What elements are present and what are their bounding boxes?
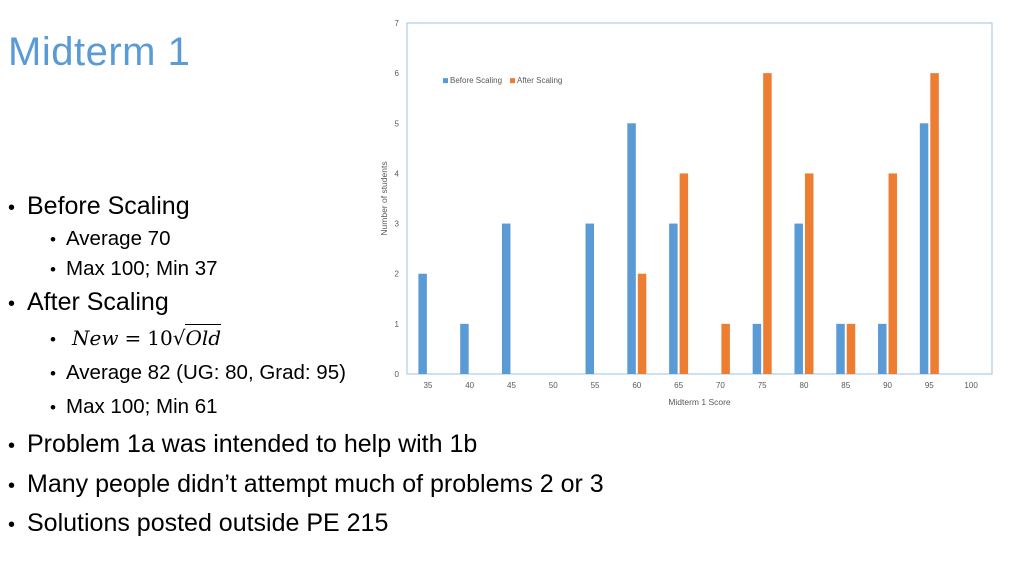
formula-coefficient: 10 (147, 326, 173, 350)
bullet-text: Solutions posted outside PE 215 (27, 509, 389, 537)
bar-after-60 (637, 273, 647, 374)
bar-after-70 (721, 323, 730, 374)
sub-bullet-before-range: • Max 100; Min 37 (8, 254, 698, 284)
bullet-before-scaling: • Before Scaling (8, 188, 698, 224)
bar-before-60 (627, 123, 636, 375)
x-tick-label: 55 (591, 381, 600, 390)
sub-bullet-formula: • New = 10√Old (8, 320, 698, 356)
bullet-dot: • (50, 398, 56, 417)
formula-radical: √ (172, 326, 186, 350)
x-tick-label: 65 (674, 381, 683, 390)
y-tick-label: 0 (395, 370, 400, 379)
legend-swatch (510, 78, 515, 84)
bar-after-85 (846, 323, 856, 374)
y-tick-label: 4 (395, 169, 400, 178)
bullet-dot: • (50, 260, 56, 279)
bullet-text: After Scaling (27, 288, 169, 316)
x-tick-label: 60 (632, 381, 641, 390)
bullet-problem-1a: • Problem 1a was intended to help with 1… (8, 424, 698, 464)
sub-bullet-after-average: • Average 82 (UG: 80, Grad: 95) (8, 356, 698, 390)
bullet-dot: • (8, 475, 16, 497)
x-tick-label: 95 (925, 381, 934, 390)
x-tick-label: 75 (758, 381, 767, 390)
x-tick-label: 90 (883, 381, 892, 390)
bullet-text: Max 100; Min 37 (66, 257, 218, 280)
bullet-dot: • (8, 197, 16, 219)
formula-lhs: New (72, 326, 119, 350)
bullet-list: • Before Scaling • Average 70 • Max 100;… (8, 188, 698, 542)
y-tick-label: 7 (395, 19, 400, 28)
bullet-dot: • (50, 230, 56, 249)
bar-after-90 (888, 173, 898, 374)
bullet-text: Max 100; Min 61 (66, 395, 218, 418)
bar-before-85 (836, 323, 845, 374)
bar-before-40 (460, 323, 469, 374)
x-tick-label: 80 (800, 381, 809, 390)
bullet-dot: • (8, 514, 16, 536)
bullet-dot: • (8, 293, 16, 315)
bullet-dot: • (50, 364, 56, 383)
bar-before-55 (585, 223, 595, 374)
bar-before-45 (501, 223, 511, 374)
bar-before-75 (752, 323, 762, 374)
bar-after-80 (804, 173, 814, 374)
x-tick-label: 45 (507, 381, 516, 390)
x-axis-title: Midterm 1 Score (668, 397, 731, 407)
formula-equals: = (124, 326, 142, 350)
legend-swatch (443, 78, 448, 84)
bullet-dot: • (8, 435, 16, 457)
scaling-formula: New = 10√Old (66, 320, 222, 356)
x-tick-label: 85 (841, 381, 850, 390)
sub-bullet-before-average: • Average 70 (8, 224, 698, 254)
bar-after-75 (763, 73, 772, 374)
bar-before-35 (418, 273, 427, 374)
bar-before-65 (669, 223, 678, 374)
bar-before-80 (794, 223, 803, 374)
legend-label: After Scaling (517, 76, 562, 85)
bar-before-90 (878, 323, 887, 374)
bullet-text: Before Scaling (27, 192, 190, 220)
x-tick-label: 35 (423, 381, 432, 390)
y-tick-label: 6 (395, 69, 400, 78)
y-tick-label: 1 (395, 320, 400, 329)
bullet-problems-2-3: • Many people didn’t attempt much of pro… (8, 464, 698, 504)
bullet-text: Average 70 (66, 227, 171, 250)
bullet-text: Problem 1a was intended to help with 1b (27, 430, 478, 458)
y-tick-label: 2 (395, 270, 400, 279)
slide-title: Midterm 1 (8, 30, 191, 74)
legend-label: Before Scaling (450, 76, 502, 85)
x-tick-label: 40 (465, 381, 474, 390)
plot-area-border (406, 22, 993, 375)
bullet-solutions: • Solutions posted outside PE 215 (8, 504, 698, 542)
y-tick-label: 5 (395, 119, 400, 128)
sub-bullet-after-range: • Max 100; Min 61 (8, 390, 698, 424)
bar-before-95 (919, 123, 929, 375)
bullet-text: Average 82 (UG: 80, Grad: 95) (66, 361, 346, 384)
bar-after-65 (679, 173, 689, 374)
bar-after-95 (930, 73, 939, 374)
x-tick-label: 100 (964, 381, 978, 390)
bullet-after-scaling: • After Scaling (8, 284, 698, 320)
y-axis-title: Number of students (379, 161, 389, 235)
y-tick-label: 3 (395, 220, 400, 229)
x-tick-label: 70 (716, 381, 725, 390)
bullet-dot: • (50, 330, 56, 349)
formula-argument: Old (185, 324, 222, 350)
bullet-text: Many people didn’t attempt much of probl… (27, 470, 604, 498)
x-tick-label: 50 (549, 381, 558, 390)
